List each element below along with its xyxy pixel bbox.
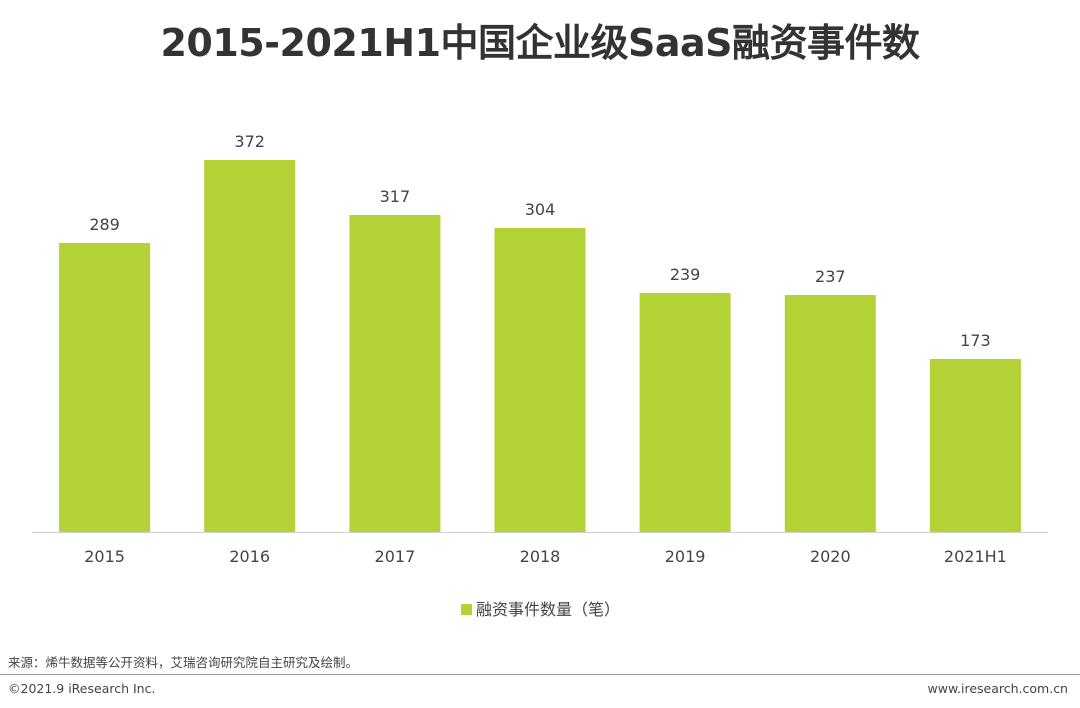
x-tick-label-2015: 2015	[84, 547, 125, 566]
x-tick-labels-group: 2015 2016 2017 2018 2019 2020 2021H1	[84, 547, 1007, 566]
bar-2019	[639, 293, 731, 532]
bar-2021H1	[929, 359, 1021, 532]
bar-2016	[204, 160, 296, 532]
x-tick-label-2018: 2018	[520, 547, 561, 566]
legend-swatch	[461, 604, 472, 615]
bar-2020	[784, 295, 876, 532]
x-tick-label-2020: 2020	[810, 547, 851, 566]
value-label-2021H1: 173	[960, 331, 991, 350]
value-label-2017: 317	[380, 187, 411, 206]
bar-2018	[494, 228, 586, 532]
footer-divider	[0, 674, 1080, 675]
source-note: 来源：烯牛数据等公开资料，艾瑞咨询研究院自主研究及绘制。	[8, 655, 359, 670]
value-label-2015: 289	[89, 215, 120, 234]
copyright: ©2021.9 iResearch Inc.	[8, 681, 156, 696]
bar-2017	[349, 215, 441, 532]
legend: 融资事件数量（笔）	[461, 600, 620, 619]
value-labels-group: 289 372 317 304 239 237 173	[89, 132, 990, 350]
value-label-2016: 372	[234, 132, 265, 151]
x-tick-label-2017: 2017	[375, 547, 416, 566]
value-label-2020: 237	[815, 267, 846, 286]
x-tick-label-2016: 2016	[229, 547, 270, 566]
bars-group	[59, 160, 1021, 532]
x-tick-label-2019: 2019	[665, 547, 706, 566]
value-label-2019: 239	[670, 265, 701, 284]
bar-2015	[59, 243, 151, 532]
value-label-2018: 304	[525, 200, 556, 219]
legend-label: 融资事件数量（笔）	[476, 600, 620, 619]
x-tick-label-2021H1: 2021H1	[944, 547, 1007, 566]
website-link: www.iresearch.com.cn	[927, 681, 1069, 696]
chart-title: 2015-2021H1中国企业级SaaS融资事件数	[160, 21, 920, 65]
